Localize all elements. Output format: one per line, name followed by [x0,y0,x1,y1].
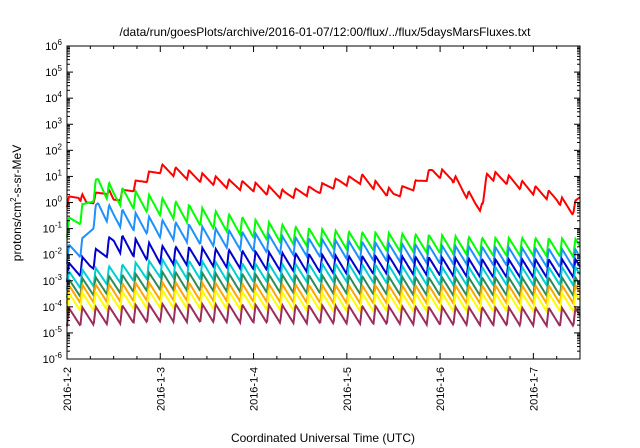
y-tick-base: 10 [43,250,55,262]
y-tick-label: 10-6 [43,351,63,366]
series-line [66,177,581,259]
y-tick-label: 10-5 [43,325,63,340]
x-tick-label: 2016-1-4 [249,367,261,411]
series-layer [66,162,581,329]
x-tick-label: 2016-1-2 [62,367,74,411]
y-tick-base: 10 [43,224,55,236]
y-tick-label: 10-3 [43,273,63,288]
x-tick-label: 2016-1-5 [342,367,354,411]
series-line [66,162,581,216]
y-tick-base: 10 [43,328,55,340]
series-line [66,301,581,329]
y-tick-exp: 2 [58,142,63,151]
y-tick-label: 105 [45,64,62,79]
x-axis: 2016-1-2 2016-1-3 2016-1-4 2016-1-5 2016-1-6… [62,46,558,411]
series-line [66,202,581,270]
y-tick-base: 10 [45,171,57,183]
y-tick-exp: -3 [55,273,63,282]
y-tick-label: 106 [45,38,62,53]
y-tick-base: 10 [43,354,55,366]
x-tick-label: 2016-1-7 [528,367,540,411]
y-tick-exp: 0 [58,195,63,204]
chart-title: /data/run/goesPlots/archive/2016-01-07/1… [120,25,532,39]
x-tick-label: 2016-1-3 [155,367,167,411]
y-tick-base: 10 [45,198,57,210]
y-tick-label: 101 [45,168,62,183]
y-tick-exp: -5 [55,325,63,334]
x-axis-label: Coordinated Universal Time (UTC) [231,431,415,445]
y-tick-base: 10 [45,119,57,131]
series-line [66,287,581,315]
y-tick-base: 10 [45,41,57,53]
y-tick-base: 10 [45,93,57,105]
y-tick-exp: 3 [58,116,63,125]
y-tick-base: 10 [45,145,57,157]
y-axis: 10-610-510-410-310-210-11001011021031041… [43,38,580,366]
y-tick-exp: -2 [55,247,63,256]
y-tick-exp: -1 [55,221,63,230]
y-tick-label: 102 [45,142,62,157]
y-axis-label: protons/cm2-s-sr-MeV [9,145,24,261]
plot-frame [66,45,581,360]
y-axis-label-tail: -s-sr-MeV [10,145,24,198]
y-tick-label: 100 [45,195,62,210]
y-tick-label: 103 [45,116,62,131]
y-tick-base: 10 [43,302,55,314]
y-tick-exp: 1 [58,168,63,177]
y-tick-label: 10-2 [43,247,63,262]
y-tick-label: 10-4 [43,299,63,314]
y-tick-exp: -4 [55,299,63,308]
y-tick-base: 10 [43,276,55,288]
series-line [66,257,581,290]
x-tick-label: 2016-1-6 [435,367,447,411]
y-tick-exp: -6 [55,351,63,360]
y-tick-exp: 6 [58,38,63,47]
y-axis-label-main: protons/cm [10,202,24,261]
y-tick-exp: 5 [58,64,63,73]
y-tick-label: 104 [45,90,62,105]
y-axis-label-sup: 2 [9,197,18,202]
y-tick-base: 10 [45,67,57,79]
y-tick-exp: 4 [58,90,63,99]
y-tick-label: 10-1 [43,221,63,236]
